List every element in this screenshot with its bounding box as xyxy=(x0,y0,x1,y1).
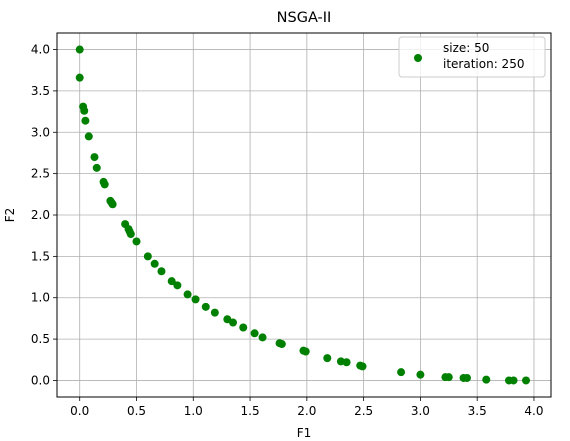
data-point xyxy=(100,180,109,189)
x-tick-label: 0.5 xyxy=(127,404,146,418)
x-tick-label: 4.0 xyxy=(524,404,543,418)
plot-frame xyxy=(56,32,552,398)
data-point xyxy=(167,277,176,286)
data-point xyxy=(482,375,491,384)
x-tick-label: 3.0 xyxy=(411,404,430,418)
chart-title: NSGA-II xyxy=(277,10,332,26)
data-point xyxy=(416,370,425,379)
data-point xyxy=(80,106,89,115)
data-point xyxy=(84,132,93,141)
y-tick-label: 0.5 xyxy=(31,332,50,346)
legend-marker xyxy=(414,54,422,62)
data-point xyxy=(183,290,192,299)
data-point xyxy=(126,230,135,239)
x-tick-label: 2.0 xyxy=(297,404,316,418)
data-point xyxy=(75,45,84,54)
x-tick-label: 0.0 xyxy=(70,404,89,418)
data-point xyxy=(277,340,286,349)
data-point xyxy=(397,368,406,377)
x-axis-label: F1 xyxy=(297,426,312,440)
data-point xyxy=(229,318,238,327)
legend-line-1: size: 50 xyxy=(443,41,489,55)
y-tick-label: 1.0 xyxy=(31,291,50,305)
data-point xyxy=(75,73,84,82)
data-point xyxy=(132,237,141,246)
legend-box xyxy=(398,36,546,78)
data-point xyxy=(108,200,117,209)
data-point xyxy=(157,267,166,276)
y-tick-label: 3.0 xyxy=(31,125,50,139)
data-point xyxy=(462,373,471,382)
data-point xyxy=(323,354,332,363)
data-point xyxy=(143,252,152,261)
data-point xyxy=(90,153,99,162)
data-point xyxy=(201,302,210,311)
y-tick-label: 0.0 xyxy=(31,373,50,387)
data-point xyxy=(239,323,248,332)
data-point xyxy=(258,333,267,342)
y-tick-label: 3.5 xyxy=(31,84,50,98)
y-tick-label: 4.0 xyxy=(31,43,50,57)
x-tick-label: 1.0 xyxy=(184,404,203,418)
y-axis-ticks: 0.0 0.5 1.0 1.5 2.0 2.5 3.0 3.5 4.0 xyxy=(31,43,57,387)
y-tick-label: 2.0 xyxy=(31,208,50,222)
legend-line-2: iteration: 250 xyxy=(443,57,524,71)
data-point xyxy=(444,373,453,382)
y-axis-label: F2 xyxy=(3,208,17,223)
x-axis-ticks: 0.0 0.5 1.0 1.5 2.0 2.5 3.0 3.5 4.0 xyxy=(70,397,544,418)
data-point xyxy=(173,281,182,290)
data-point xyxy=(342,358,351,367)
data-point xyxy=(301,347,310,356)
data-point xyxy=(522,376,531,385)
data-point xyxy=(81,116,90,125)
x-tick-label: 1.5 xyxy=(241,404,260,418)
data-point xyxy=(250,329,259,338)
legend: size: 50 iteration: 250 xyxy=(398,36,546,78)
y-tick-label: 2.5 xyxy=(31,167,50,181)
data-point xyxy=(358,362,367,371)
y-tick-label: 1.5 xyxy=(31,249,50,263)
data-point xyxy=(150,259,159,268)
data-points xyxy=(75,45,531,385)
data-point xyxy=(92,163,101,172)
data-point xyxy=(509,376,518,385)
x-tick-label: 3.5 xyxy=(468,404,487,418)
data-point xyxy=(210,308,219,317)
data-point xyxy=(191,295,200,304)
x-tick-label: 2.5 xyxy=(354,404,373,418)
